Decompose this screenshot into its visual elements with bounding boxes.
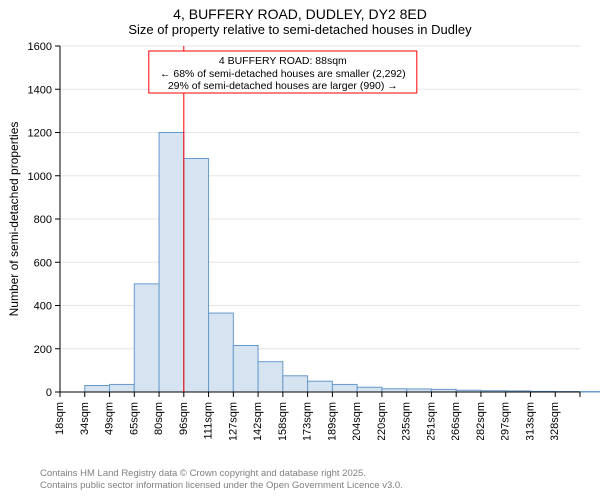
histogram-bar (357, 387, 382, 392)
y-tick-label: 0 (46, 387, 52, 399)
y-axis-label: Number of semi-detached properties (7, 122, 21, 317)
histogram-bar (332, 384, 357, 392)
histogram-bar (308, 381, 333, 392)
y-tick-label: 800 (34, 214, 52, 226)
footer-line: Contains public sector information licen… (40, 480, 403, 492)
histogram-bar (110, 384, 135, 392)
x-tick-label: 80sqm (153, 402, 165, 435)
x-tick-label: 49sqm (104, 402, 116, 435)
x-tick-label: 34sqm (79, 402, 91, 435)
x-tick-label: 282sqm (475, 402, 487, 440)
x-tick-label: 220sqm (376, 402, 388, 440)
x-tick-label: 204sqm (351, 402, 363, 440)
y-tick-label: 1600 (28, 41, 52, 53)
callout-line: 29% of semi-detached houses are larger (… (168, 80, 398, 92)
y-tick-label: 600 (34, 257, 52, 269)
y-tick-label: 200 (34, 344, 52, 356)
x-tick-label: 65sqm (128, 402, 140, 435)
x-tick-label: 111sqm (203, 402, 215, 440)
histogram-bar (184, 158, 209, 392)
x-tick-label: 158sqm (277, 402, 289, 440)
footer-attribution: Contains HM Land Registry data © Crown c… (40, 468, 403, 492)
y-tick-label: 1000 (28, 171, 52, 183)
x-tick-label: 142sqm (252, 402, 264, 440)
x-tick-label: 297sqm (500, 402, 512, 440)
histogram-bar (85, 386, 110, 392)
x-tick-label: 18sqm (54, 402, 66, 435)
x-tick-label: 266sqm (450, 402, 462, 440)
x-tick-label: 313sqm (524, 402, 536, 440)
histogram-bar (283, 376, 308, 392)
x-tick-label: 127sqm (227, 402, 239, 440)
histogram-bar (209, 313, 234, 392)
x-tick-label: 173sqm (302, 402, 314, 440)
x-tick-label: 328sqm (549, 402, 561, 440)
y-tick-label: 1200 (28, 128, 52, 140)
x-tick-label: 235sqm (401, 402, 413, 440)
x-tick-label: 189sqm (326, 402, 338, 440)
x-tick-label: 96sqm (178, 402, 190, 435)
y-tick-label: 1400 (28, 84, 52, 96)
histogram-bar (159, 133, 184, 393)
histogram-bar (258, 362, 283, 392)
histogram-bar (233, 346, 258, 392)
y-tick-label: 400 (34, 301, 52, 313)
callout-line: ← 68% of semi-detached houses are smalle… (160, 68, 406, 80)
histogram-bar (134, 284, 159, 392)
footer-line: Contains HM Land Registry data © Crown c… (40, 468, 403, 480)
x-tick-label: 251sqm (425, 402, 437, 440)
callout-line: 4 BUFFERY ROAD: 88sqm (219, 55, 347, 67)
histogram-chart: 0 200 400 600 800 1000 1200 1400 1600 18sqm 34sqm 4… (0, 0, 600, 440)
